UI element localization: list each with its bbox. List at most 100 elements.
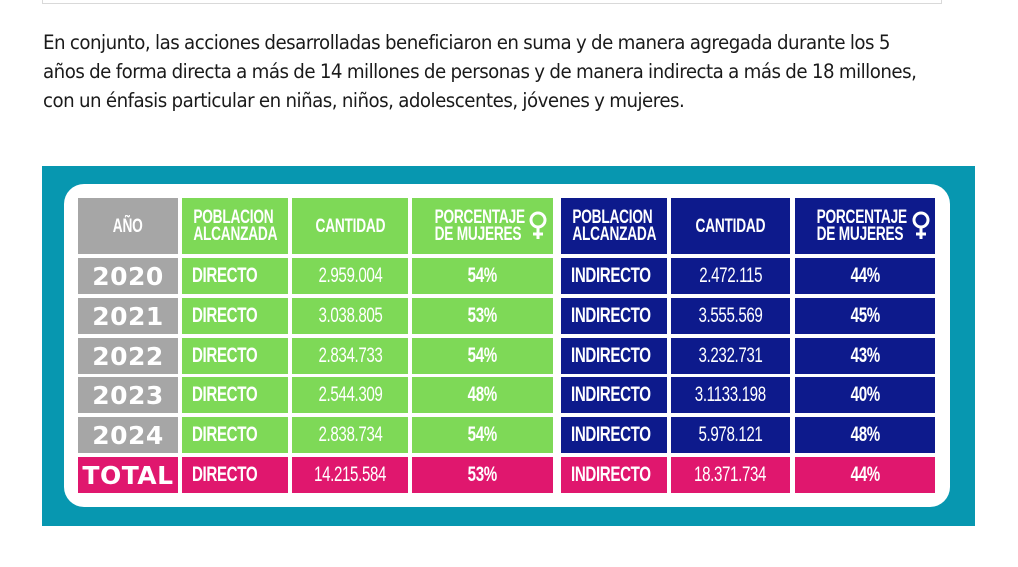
row-direct-type-text: DIRECTO — [192, 264, 258, 287]
header-indirect-population-content: POBLACION ALCANZADA — [561, 208, 667, 245]
header-indirect-women-pct-label: PORCENTAJE DE MUJERES — [816, 207, 908, 245]
header-indirect-women-pct-content: PORCENTAJE DE MUJERES — [799, 207, 931, 245]
total-direct-women-pct: 53% — [412, 457, 553, 493]
row-indirect-type-text: INDIRECTO — [571, 264, 651, 287]
row-indirect-quantity: 3.555.569 — [671, 298, 790, 334]
row-direct-women-pct: 53% — [412, 298, 553, 334]
header-direct-population-label: POBLACION ALCANZADA — [193, 207, 277, 245]
row-indirect-type: INDIRECTO — [561, 377, 667, 413]
row-indirect-type-text: INDIRECTO — [571, 344, 651, 367]
header-year: AÑO — [78, 198, 178, 254]
row-direct-women-pct: 54% — [412, 338, 553, 374]
row-indirect-type-text: INDIRECTO — [571, 383, 651, 406]
row-year: 2024 — [78, 417, 178, 453]
row-direct-type-text: DIRECTO — [192, 383, 258, 406]
row-indirect-women-pct: 40% — [795, 377, 935, 413]
header-indirect-women-pct-label-line: PORCENTAJE — [816, 207, 908, 228]
header-direct-women-pct-label-line: DE MUJERES — [434, 224, 522, 245]
row-direct-quantity-text: 2.544.309 — [317, 383, 383, 406]
row-indirect-quantity-text: 2.472.115 — [699, 264, 762, 287]
header-direct-population-label-line: ALCANZADA — [193, 224, 277, 245]
row-direct-type: DIRECTO — [182, 377, 288, 413]
row-indirect-quantity: 5.978.121 — [671, 417, 790, 453]
row-indirect-quantity: 2.472.115 — [671, 258, 790, 294]
header-direct-quantity: CANTIDAD — [292, 198, 408, 254]
row-year: 2020 — [78, 258, 178, 294]
row-year: 2023 — [78, 377, 178, 413]
total-label: TOTAL — [78, 457, 178, 493]
row-indirect-type-text: INDIRECTO — [571, 423, 651, 446]
row-direct-type: DIRECTO — [182, 417, 288, 453]
row-direct-type-text: DIRECTO — [192, 344, 258, 367]
row-direct-women-pct: 48% — [412, 377, 553, 413]
row-direct-women-pct-text: 54% — [467, 344, 498, 367]
header-direct-women-pct-label: PORCENTAJE DE MUJERES — [434, 207, 525, 245]
total-indirect-type: INDIRECTO — [561, 457, 667, 493]
row-indirect-women-pct-text: 44% — [850, 264, 880, 287]
row-indirect-women-pct-text: 43% — [850, 344, 880, 367]
header-direct-population-label-line: POBLACION — [193, 207, 274, 228]
row-year: 2022 — [78, 338, 178, 374]
row-direct-type: DIRECTO — [182, 298, 288, 334]
header-indirect-quantity-text: CANTIDAD — [695, 215, 766, 237]
row-indirect-quantity: 3.232.731 — [671, 338, 790, 374]
total-direct-quantity: 14.215.584 — [292, 457, 408, 493]
row-year-text: 2021 — [92, 301, 164, 331]
row-indirect-type: INDIRECTO — [561, 258, 667, 294]
row-direct-quantity-text: 2.959.004 — [317, 264, 383, 287]
row-direct-quantity: 2.544.309 — [292, 377, 408, 413]
row-direct-quantity: 2.838.734 — [292, 417, 408, 453]
row-indirect-type: INDIRECTO — [561, 338, 667, 374]
total-indirect-women-pct: 44% — [795, 457, 935, 493]
header-direct-women-pct-label-line: PORCENTAJE — [434, 207, 525, 228]
row-year-text: 2023 — [92, 380, 164, 410]
total-direct-women-pct-text: 53% — [467, 463, 498, 486]
summary-paragraph: En conjunto, las acciones desarrolladas … — [43, 31, 917, 112]
row-indirect-women-pct: 45% — [795, 298, 935, 334]
header-direct-women-pct: PORCENTAJE DE MUJERES — [412, 198, 553, 254]
row-direct-quantity-text: 2.834.733 — [317, 344, 383, 367]
row-direct-women-pct-text: 48% — [467, 383, 498, 406]
row-direct-type: DIRECTO — [182, 338, 288, 374]
top-content-box — [42, 0, 942, 4]
row-indirect-quantity: 3.1133.198 — [671, 377, 790, 413]
venus-symbol-icon — [911, 211, 931, 241]
row-year-text: 2022 — [92, 341, 164, 371]
row-direct-quantity-text: 2.838.734 — [317, 423, 383, 446]
row-indirect-quantity-text: 3.1133.198 — [695, 383, 766, 406]
row-direct-women-pct-text: 53% — [467, 304, 498, 327]
header-indirect-population-label: POBLACION ALCANZADA — [572, 208, 656, 245]
row-direct-type-text: DIRECTO — [192, 423, 258, 446]
row-indirect-women-pct-text: 48% — [850, 423, 880, 446]
row-direct-women-pct: 54% — [412, 258, 553, 294]
row-year-text: 2020 — [92, 261, 164, 291]
header-direct-quantity-text: CANTIDAD — [315, 215, 385, 237]
header-indirect-population-label-line: ALCANZADA — [572, 224, 656, 245]
row-direct-quantity-text: 3.038.805 — [317, 304, 383, 327]
row-direct-quantity: 3.038.805 — [292, 298, 408, 334]
total-direct-type-text: DIRECTO — [192, 463, 258, 486]
row-direct-women-pct-text: 54% — [467, 423, 498, 446]
row-direct-type-text: DIRECTO — [192, 304, 258, 327]
row-indirect-women-pct: 44% — [795, 258, 935, 294]
row-indirect-type: INDIRECTO — [561, 417, 667, 453]
row-direct-quantity: 2.959.004 — [292, 258, 408, 294]
total-indirect-type-text: INDIRECTO — [571, 463, 651, 486]
total-indirect-quantity-text: 18.371.734 — [694, 463, 767, 486]
row-indirect-women-pct-text: 45% — [850, 304, 880, 327]
row-indirect-quantity-text: 3.232.731 — [698, 344, 763, 367]
venus-symbol-icon — [528, 211, 548, 241]
header-direct-population-content: POBLACION ALCANZADA — [182, 207, 288, 245]
row-direct-type: DIRECTO — [182, 258, 288, 294]
total-indirect-women-pct-text: 44% — [850, 463, 880, 486]
row-direct-women-pct: 54% — [412, 417, 553, 453]
row-indirect-quantity-text: 3.555.569 — [698, 304, 763, 327]
header-direct-women-pct-content: PORCENTAJE DE MUJERES — [417, 207, 548, 245]
results-table-panel: AÑO POBLACION ALCANZADA CANTIDAD PORCENTAJE D… — [42, 166, 975, 526]
total-indirect-quantity: 18.371.734 — [671, 457, 790, 493]
row-direct-quantity: 2.834.733 — [292, 338, 408, 374]
header-indirect-women-pct-label-line: DE MUJERES — [816, 224, 904, 245]
row-indirect-women-pct-text: 40% — [850, 383, 880, 406]
row-indirect-women-pct: 48% — [795, 417, 935, 453]
row-indirect-type: INDIRECTO — [561, 298, 667, 334]
